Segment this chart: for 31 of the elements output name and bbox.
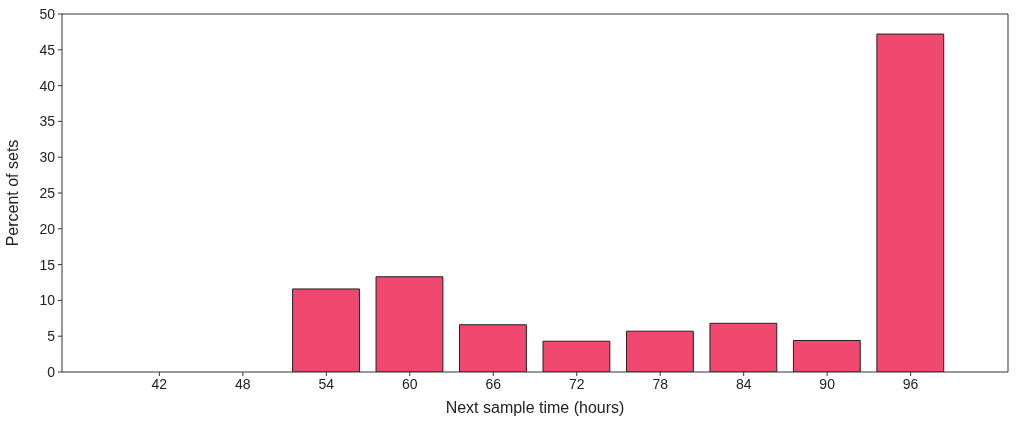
x-tick-label: 96	[902, 375, 919, 392]
bar	[876, 33, 945, 372]
y-tick-label: 45	[39, 41, 56, 58]
y-tick-label: 30	[39, 149, 56, 166]
x-tick-label: 60	[402, 375, 418, 392]
bar	[459, 324, 527, 372]
x-tick-label: 72	[568, 375, 585, 392]
x-tick-label: 90	[819, 375, 836, 392]
y-axis-title: Percent of sets	[3, 139, 21, 247]
x-tick-label: 66	[485, 375, 502, 392]
x-tick-label: 42	[151, 375, 168, 392]
bar	[625, 330, 694, 372]
y-tick-label: 35	[39, 113, 56, 130]
x-tick-label: 48	[235, 375, 251, 392]
bar	[542, 340, 611, 372]
y-tick-label: 25	[39, 184, 56, 201]
y-tick-label: 5	[47, 328, 56, 345]
bar	[709, 322, 778, 372]
y-tick-label: 20	[39, 220, 56, 237]
x-tick-label: 78	[652, 375, 669, 392]
bar	[792, 340, 861, 372]
x-axis-title: Next sample time (hours)	[445, 399, 625, 416]
y-tick-label: 40	[39, 77, 56, 94]
y-tick-label: 0	[47, 363, 56, 380]
bar	[375, 276, 444, 372]
bar	[292, 288, 360, 372]
y-tick-label: 50	[39, 5, 56, 22]
x-tick-label: 54	[318, 375, 335, 392]
y-tick-label: 15	[39, 256, 56, 273]
y-tick-label: 10	[39, 292, 56, 309]
x-tick-label: 84	[735, 375, 752, 392]
